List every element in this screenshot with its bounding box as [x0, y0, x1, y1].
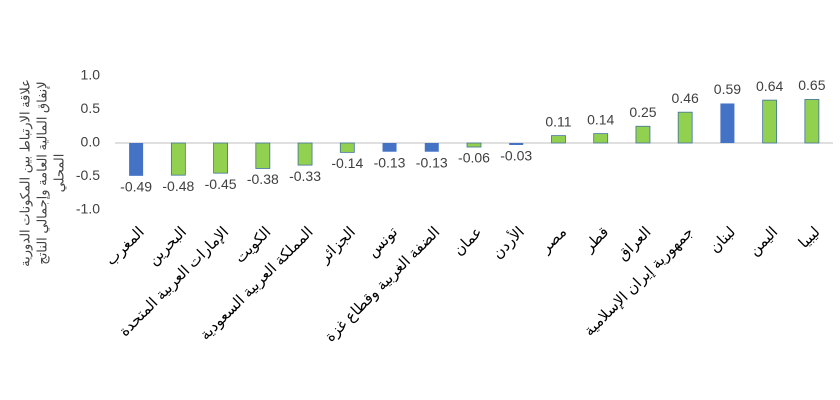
value-label: 0.64	[756, 78, 783, 94]
value-label: -0.45	[205, 176, 237, 192]
value-label: 0.11	[545, 113, 571, 129]
bar	[635, 125, 651, 144]
bar	[382, 143, 397, 152]
value-label: 0.25	[629, 104, 656, 120]
value-label: -0.38	[247, 171, 279, 187]
x-tick-label: ليبيا	[795, 224, 823, 252]
y-tick-label: -1.0	[76, 201, 100, 217]
value-label: 0.14	[587, 111, 614, 127]
y-axis-label: لإنفاق المالية العامة وإجمالي الناتج	[34, 81, 50, 264]
x-tick-label: الجزائر	[316, 224, 359, 267]
value-label: -0.49	[120, 179, 152, 195]
value-label: 0.65	[798, 77, 825, 93]
x-tick-label: مصر	[537, 224, 570, 257]
x-tick-label: المغرب	[102, 224, 147, 269]
value-label: -0.14	[331, 155, 363, 171]
x-tick-label: الأردن	[488, 222, 528, 262]
bar	[551, 135, 566, 144]
y-axis-label: المحلي	[51, 154, 66, 193]
bar	[804, 99, 820, 144]
value-label: -0.13	[416, 154, 448, 170]
bar	[466, 142, 482, 148]
value-label: -0.03	[500, 148, 532, 164]
bar	[762, 99, 778, 144]
x-tick-label: تونس	[364, 224, 401, 261]
bar	[593, 133, 609, 144]
x-tick-label: قطر	[580, 224, 612, 256]
value-label: -0.06	[458, 150, 490, 166]
y-tick-label: -0.5	[76, 167, 100, 183]
bar	[213, 142, 228, 174]
bar	[129, 143, 144, 176]
bar	[424, 143, 439, 152]
x-tick-label: العراق	[614, 224, 654, 264]
y-tick-label: 0.5	[81, 100, 101, 116]
bar	[170, 142, 186, 176]
y-tick-label: 1.0	[81, 67, 101, 83]
value-label: -0.13	[374, 154, 406, 170]
x-tick-label: عمان	[450, 224, 486, 260]
y-tick-label: 0.0	[81, 134, 101, 150]
value-label: 0.59	[714, 81, 741, 97]
bar	[255, 142, 271, 169]
bar	[339, 142, 355, 153]
bar	[297, 142, 313, 166]
bar	[509, 143, 524, 146]
value-label: 0.46	[672, 90, 699, 106]
x-tick-label: لبنان	[706, 224, 739, 257]
value-label: -0.48	[162, 178, 194, 194]
y-axis-label: علاقة الارتباط بين المكونات الدورية	[17, 79, 33, 267]
bar	[677, 111, 693, 144]
bar	[720, 103, 735, 143]
x-tick-label: اليمن	[746, 224, 782, 260]
value-label: -0.33	[289, 168, 321, 184]
